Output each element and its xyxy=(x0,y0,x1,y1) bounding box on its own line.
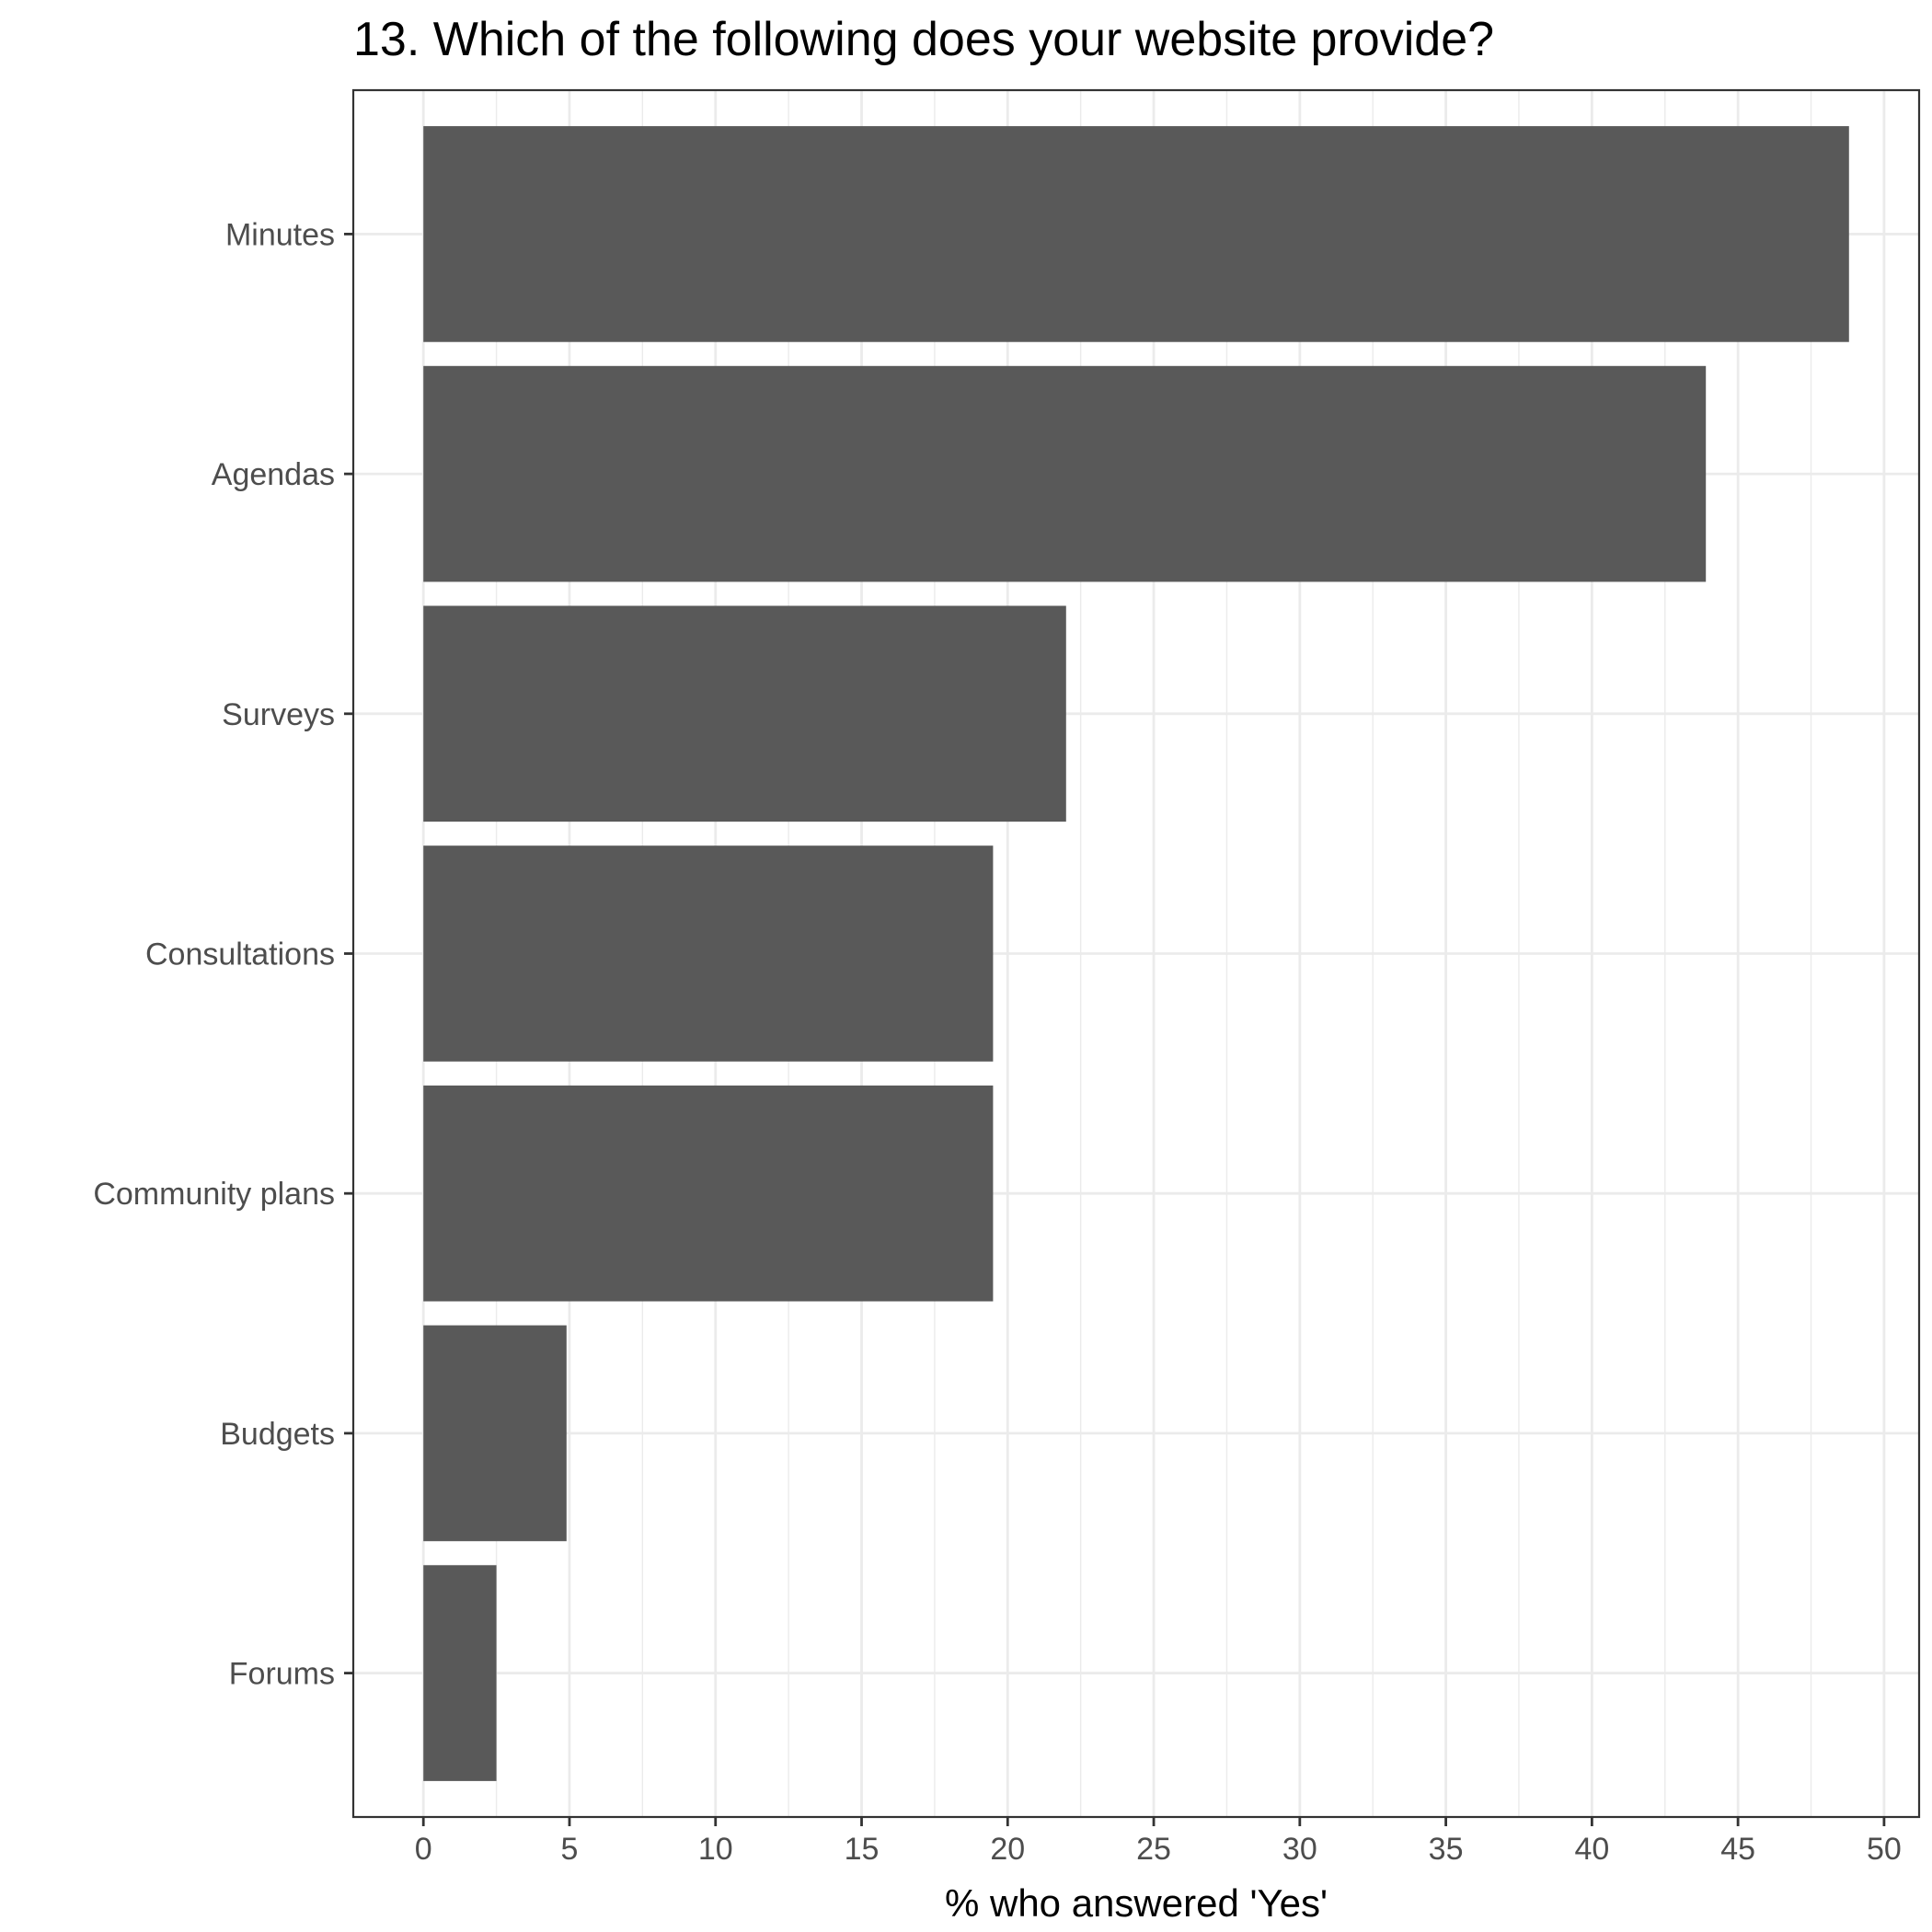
x-tick-label: 35 xyxy=(1429,1832,1464,1867)
y-tick-label: Agendas xyxy=(212,457,335,492)
bar-surveys xyxy=(423,605,1066,822)
x-tick-label: 30 xyxy=(1282,1832,1317,1867)
y-tick-label: Minutes xyxy=(225,217,335,252)
x-tick-label: 20 xyxy=(990,1832,1025,1867)
y-tick-label: Forums xyxy=(229,1657,335,1692)
x-tick-label: 15 xyxy=(845,1832,880,1867)
x-tick-label: 0 xyxy=(415,1832,432,1867)
bar-budgets xyxy=(423,1325,567,1542)
bars xyxy=(423,126,1849,1781)
bar-minutes xyxy=(423,126,1849,342)
y-axis: Minutes Agendas Surveys Consultations Commun… xyxy=(93,217,353,1692)
x-tick-label: 25 xyxy=(1136,1832,1171,1867)
bar-agendas xyxy=(423,365,1707,582)
x-tick-label: 40 xyxy=(1574,1832,1609,1867)
y-tick-label: Surveys xyxy=(222,697,335,732)
bar-community-plans xyxy=(423,1085,994,1302)
x-tick-label: 10 xyxy=(698,1832,733,1867)
y-tick-label: Budgets xyxy=(220,1417,335,1452)
chart-title: 13. Which of the following does your web… xyxy=(353,13,1494,66)
bar-forums xyxy=(423,1565,497,1781)
y-tick-label: Consultations xyxy=(145,937,335,972)
x-tick-label: 45 xyxy=(1720,1832,1755,1867)
x-axis-title: % who answered 'Yes' xyxy=(945,1881,1328,1925)
x-axis: 0 5 10 15 20 25 30 35 40 45 50 xyxy=(415,1817,1902,1867)
bar-consultations xyxy=(423,845,994,1062)
x-tick-label: 50 xyxy=(1867,1832,1902,1867)
x-tick-label: 5 xyxy=(561,1832,579,1867)
y-tick-label: Community plans xyxy=(93,1177,335,1212)
